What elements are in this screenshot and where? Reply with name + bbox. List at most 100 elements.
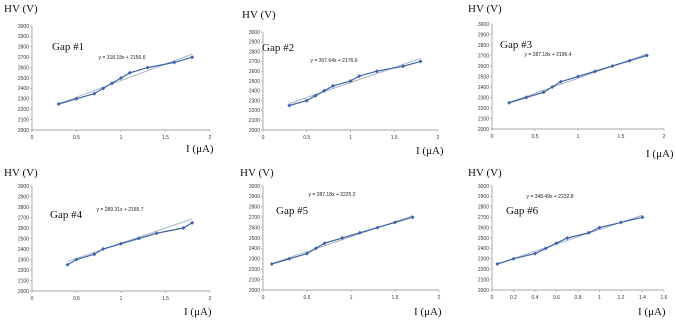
- data-point: [524, 95, 529, 100]
- y-tick-label: 2000: [18, 128, 29, 134]
- data-point: [357, 74, 362, 79]
- data-point: [322, 88, 327, 93]
- panel-label: Gap #6: [506, 205, 539, 217]
- data-point: [401, 64, 405, 69]
- y-tick-label: 2400: [18, 86, 29, 92]
- data-point: [348, 79, 353, 83]
- trendline: [289, 57, 421, 105]
- y-tick-label: 2200: [18, 107, 29, 113]
- y-tick-label: 2700: [18, 215, 29, 221]
- y-tick-label: 2800: [18, 205, 29, 211]
- data-point: [619, 220, 623, 225]
- x-tick-label: 0.6: [553, 295, 560, 301]
- y-tick-label: 2700: [18, 55, 29, 61]
- y-tick-label: 2500: [478, 236, 489, 242]
- trendline-equation: y = 289.31x + 2165.7: [97, 207, 144, 213]
- x-tick-label: 1: [598, 295, 601, 301]
- series-line: [67, 222, 193, 266]
- data-point: [393, 220, 397, 225]
- y-axis-label: HV (V): [468, 3, 502, 15]
- y-tick-label: 2300: [478, 257, 489, 263]
- y-tick-label: 2100: [249, 118, 260, 124]
- data-point: [586, 230, 591, 235]
- x-tick-label: 2: [209, 135, 212, 141]
- y-tick-label: 2700: [249, 215, 260, 221]
- data-point: [495, 262, 500, 266]
- x-tick-label: 0: [262, 295, 265, 301]
- trendline-equation: y = 348.49x + 2232.8: [527, 194, 574, 200]
- panel-label: Gap #4: [50, 209, 83, 221]
- data-point: [558, 79, 563, 84]
- y-tick-label: 2000: [249, 128, 260, 134]
- data-point: [576, 74, 580, 79]
- y-tick-label: 2300: [18, 257, 29, 263]
- panel-label: Gap #2: [262, 42, 294, 54]
- data-point: [357, 230, 362, 235]
- data-point: [331, 83, 335, 88]
- data-point: [627, 58, 632, 63]
- y-tick-label: 2900: [249, 194, 260, 200]
- x-tick-label: 1.5: [162, 135, 169, 141]
- y-tick-label: 2600: [18, 65, 29, 71]
- data-point: [56, 102, 61, 106]
- y-tick-label: 2600: [249, 225, 260, 231]
- x-tick-label: 0.8: [575, 295, 582, 301]
- x-tick-label: 1.5: [618, 134, 625, 140]
- data-point: [550, 85, 555, 89]
- y-tick-label: 2500: [18, 76, 29, 82]
- data-point: [269, 262, 274, 266]
- series-line: [58, 56, 193, 105]
- x-tick-label: 2: [663, 134, 666, 140]
- y-tick-label: 2700: [478, 53, 489, 59]
- y-tick-label: 2700: [478, 215, 489, 221]
- panel-label: Gap #5: [276, 205, 309, 217]
- x-tick-label: 1: [120, 135, 123, 141]
- data-point: [74, 257, 79, 262]
- data-point: [313, 93, 318, 98]
- y-tick-label: 2000: [478, 288, 489, 294]
- x-tick-label: 0.2: [510, 295, 517, 301]
- data-point: [154, 231, 159, 236]
- x-tick-label: 0.5: [532, 134, 539, 140]
- x-axis-label: I (μA): [638, 306, 666, 318]
- y-tick-label: 3000: [478, 22, 489, 28]
- x-axis-label: I (μA): [186, 143, 214, 155]
- data-point: [511, 256, 516, 261]
- y-tick-label: 2600: [249, 69, 260, 75]
- y-tick-label: 2300: [18, 97, 29, 103]
- y-tick-label: 2200: [249, 267, 260, 273]
- trendline: [58, 53, 193, 105]
- data-point: [190, 220, 195, 225]
- data-point: [127, 70, 132, 75]
- x-tick-label: 0.5: [73, 135, 80, 141]
- data-point: [304, 98, 309, 103]
- x-tick-label: 1.2: [618, 295, 625, 301]
- data-point: [101, 247, 106, 251]
- series-line: [509, 54, 647, 104]
- y-tick-label: 2200: [478, 267, 489, 273]
- data-point: [418, 59, 423, 64]
- data-point: [374, 69, 379, 74]
- x-tick-label: 1.5: [391, 135, 398, 141]
- y-tick-label: 3000: [249, 184, 260, 190]
- data-point: [119, 241, 123, 246]
- data-point: [541, 90, 546, 95]
- y-tick-label: 2400: [478, 85, 489, 91]
- y-tick-label: 2500: [249, 236, 260, 242]
- y-tick-label: 2200: [478, 106, 489, 112]
- y-tick-label: 2800: [249, 205, 260, 211]
- data-point: [172, 60, 177, 65]
- data-point: [190, 55, 195, 60]
- y-tick-label: 2600: [478, 64, 489, 70]
- y-tick-label: 2900: [18, 34, 29, 40]
- x-tick-label: 0.5: [304, 295, 311, 301]
- x-tick-label: 1: [120, 296, 123, 302]
- x-axis-label: I (μA): [416, 145, 444, 157]
- y-tick-label: 2800: [478, 43, 489, 49]
- y-tick-label: 3000: [478, 184, 489, 190]
- y-tick-label: 2100: [18, 278, 29, 284]
- chart-panel-2: 2000 2100 2200 2300 2400 2500 2600 2700 2800 2900…: [242, 9, 444, 157]
- x-tick-label: 1: [349, 135, 352, 141]
- data-point: [410, 215, 415, 220]
